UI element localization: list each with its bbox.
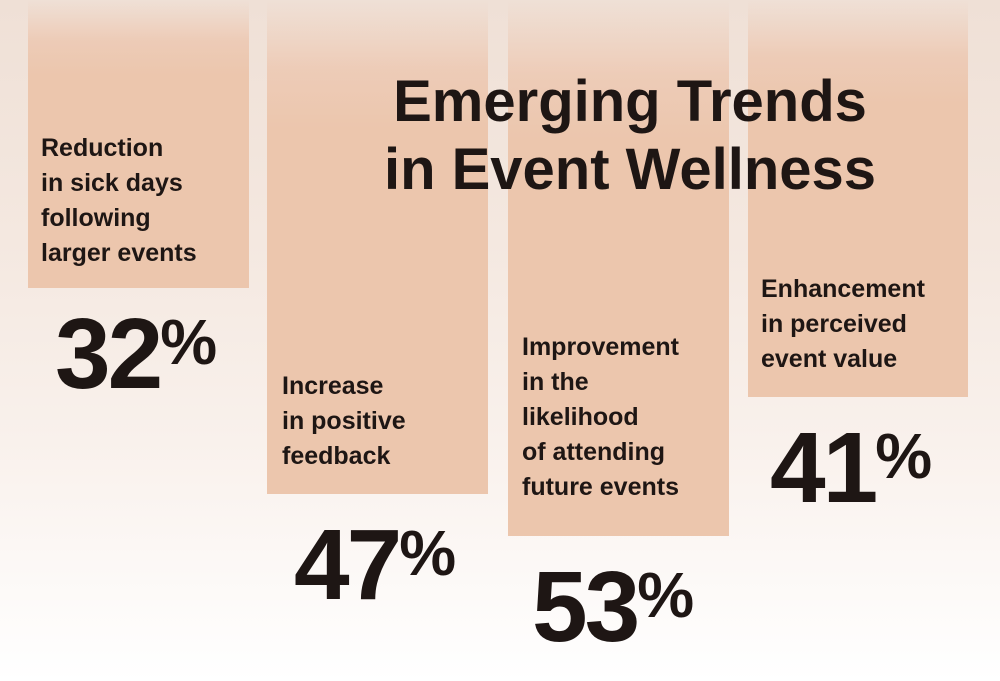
label-line: in positive	[282, 407, 406, 435]
label-line: Increase	[282, 372, 384, 400]
stat-number: 41	[770, 412, 878, 524]
stat-label-sick-days: Reduction in sick days following larger …	[41, 131, 197, 271]
label-line: in sick days	[41, 169, 183, 197]
title-line-2: in Event Wellness	[383, 137, 877, 202]
label-line: Improvement	[522, 333, 679, 361]
label-line: larger events	[41, 239, 197, 267]
label-line: in perceived	[761, 310, 907, 338]
column-1	[28, 0, 249, 288]
label-line: event value	[761, 345, 898, 373]
percent-sign: %	[399, 517, 457, 589]
column-4	[748, 0, 968, 397]
title-line-1: Emerging Trends	[393, 69, 867, 134]
label-line: likelihood	[522, 403, 639, 431]
label-line: Reduction	[41, 134, 164, 162]
stat-label-positive-feedback: Increase in positive feedback	[282, 369, 406, 474]
percent-sign: %	[160, 306, 218, 378]
stat-value-perceived-value: 41%	[770, 418, 932, 518]
percent-sign: %	[875, 420, 933, 492]
stat-value-positive-feedback: 47%	[294, 515, 456, 615]
label-line: of attending	[522, 438, 666, 466]
label-line: Enhancement	[761, 275, 925, 303]
stat-number: 53	[532, 551, 640, 663]
label-line: feedback	[282, 442, 391, 470]
column-2	[267, 0, 488, 494]
label-line: following	[41, 204, 151, 232]
stat-value-future-attendance: 53%	[532, 557, 694, 657]
stat-label-future-attendance: Improvement in the likelihood of attendi…	[522, 330, 679, 505]
stat-number: 32	[55, 298, 163, 410]
stat-label-perceived-value: Enhancement in perceived event value	[761, 272, 925, 377]
stat-value-sick-days: 32%	[55, 304, 217, 404]
stat-number: 47	[294, 509, 402, 621]
label-line: future events	[522, 473, 679, 501]
column-3	[508, 0, 729, 536]
percent-sign: %	[637, 559, 695, 631]
page-title: Emerging Trends in Event Wellness	[300, 68, 960, 204]
label-line: in the	[522, 368, 589, 396]
